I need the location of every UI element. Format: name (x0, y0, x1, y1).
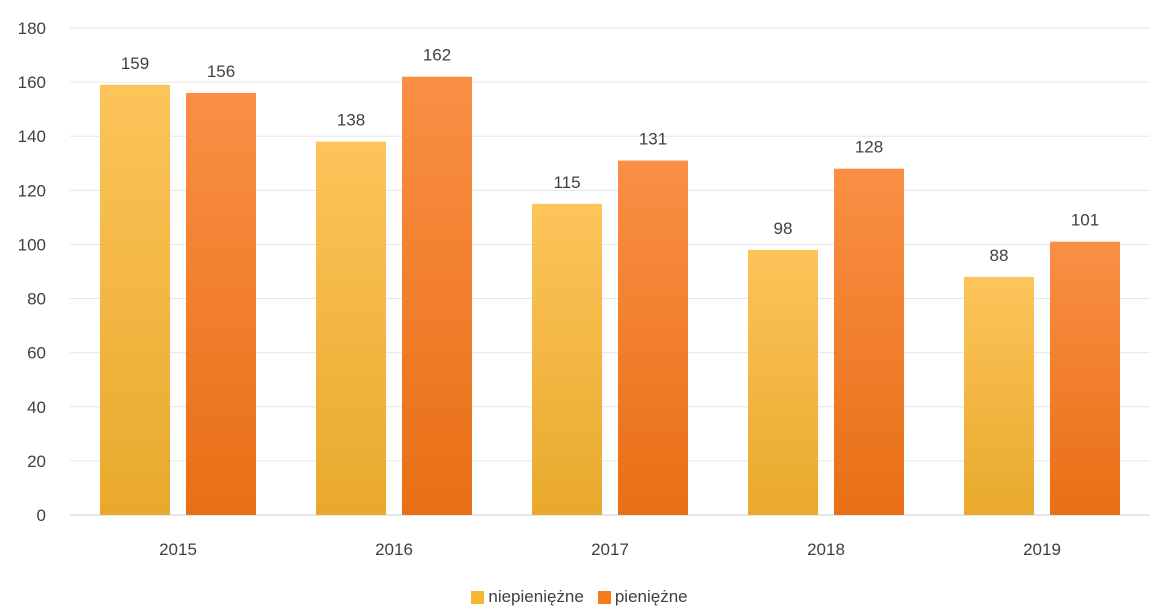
bar (748, 249, 818, 515)
y-tick-label: 100 (18, 235, 46, 254)
data-label: 88 (990, 246, 1009, 265)
data-label: 159 (121, 54, 149, 73)
data-label: 115 (553, 173, 580, 192)
bar (316, 141, 386, 515)
x-tick-label: 2016 (375, 540, 413, 559)
data-label: 128 (855, 138, 883, 157)
x-tick-label: 2018 (807, 540, 845, 559)
x-tick-label: 2019 (1023, 540, 1061, 559)
bar (964, 276, 1034, 515)
x-tick-label: 2015 (159, 540, 197, 559)
bar-chart: 0 20 40 60 80 100 120 140 160 180 159 156 138 162 115… (18, 19, 1150, 559)
data-label: 101 (1071, 211, 1099, 230)
bar (100, 84, 170, 516)
data-label: 98 (774, 219, 793, 238)
bar (1050, 241, 1120, 515)
y-tick-label: 80 (27, 290, 46, 309)
legend-swatch-pieniezne (597, 590, 611, 604)
y-tick-label: 0 (37, 506, 46, 525)
y-tick-label: 180 (18, 19, 46, 38)
legend-item-niepieniezne: niepieniężne (471, 587, 584, 607)
bar (532, 203, 602, 515)
y-tick-label: 20 (27, 452, 46, 471)
y-tick-label: 40 (27, 398, 46, 417)
x-axis: 2015 2016 2017 2018 2019 (159, 540, 1061, 559)
legend-swatch-niepieniezne (471, 590, 485, 604)
bar (186, 92, 256, 515)
bar (834, 168, 904, 515)
legend-label-pieniezne: pieniężne (614, 587, 688, 606)
bar (618, 160, 688, 516)
y-axis: 0 20 40 60 80 100 120 140 160 180 (18, 19, 46, 525)
bars: 159 156 138 162 115 131 98 128 88 101 (100, 46, 1120, 516)
data-label: 131 (639, 130, 667, 149)
data-label: 156 (207, 62, 235, 81)
legend-item-pieniezne: pieniężne (597, 587, 688, 607)
y-tick-label: 140 (18, 127, 46, 146)
y-tick-label: 160 (18, 73, 46, 92)
legend: niepieniężne pieniężne (0, 586, 1159, 608)
data-label: 162 (423, 46, 451, 65)
bar (402, 76, 472, 515)
legend-label-niepieniezne: niepieniężne (488, 587, 584, 606)
x-tick-label: 2017 (591, 540, 629, 559)
y-tick-label: 60 (27, 344, 46, 363)
data-label: 138 (337, 111, 365, 130)
y-tick-label: 120 (18, 181, 46, 200)
